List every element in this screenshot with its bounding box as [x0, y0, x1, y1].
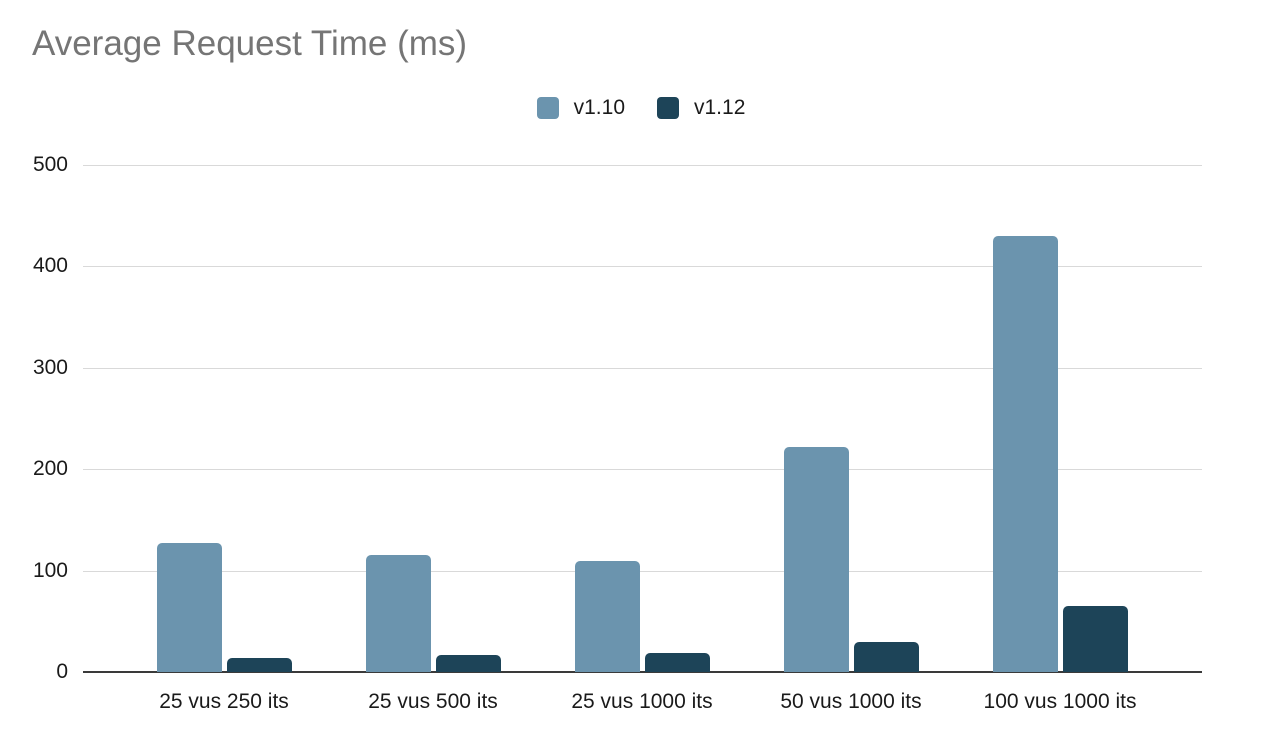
bar-v1.10-25-vus-1000-its[interactable]: [574, 561, 640, 672]
bar-v1.10-50-vus-1000-its[interactable]: [783, 446, 849, 672]
gridline-500: [83, 165, 1202, 166]
y-axis-tick-label: 500: [32, 153, 68, 176]
bar-v1.12-25-vus-250-its[interactable]: [226, 657, 292, 672]
gridline-400: [83, 266, 1202, 268]
y-axis-tick-label: 100: [32, 558, 68, 582]
bar-v1.12-25-vus-500-its[interactable]: [435, 654, 501, 672]
bar-v1.12-100-vus-1000-its[interactable]: [1062, 606, 1128, 672]
legend-item-v1.10[interactable]: v1.10: [536, 96, 625, 120]
legend-item-label: v1.12: [694, 96, 746, 119]
bar-v1.10-25-vus-500-its[interactable]: [365, 555, 431, 672]
x-axis-category-label: 25 vus 1000 its: [571, 690, 713, 713]
legend: v1.10 v1.12: [0, 94, 1282, 122]
y-axis-tick-label: 400: [32, 254, 68, 278]
y-axis-tick-label: 300: [32, 355, 68, 379]
x-axis-category-label: 50 vus 1000 its: [780, 690, 922, 713]
bar-v1.12-50-vus-1000-its[interactable]: [853, 641, 919, 672]
legend-item-label: v1.10: [573, 96, 625, 119]
x-axis-category-label: 25 vus 250 its: [159, 690, 289, 713]
bar-v1.10-100-vus-1000-its[interactable]: [992, 235, 1058, 672]
gridline-200: [83, 469, 1202, 471]
x-axis-line: [83, 671, 1202, 673]
bar-v1.12-25-vus-1000-its[interactable]: [644, 652, 710, 672]
x-axis-category-label: 100 vus 1000 its: [983, 690, 1137, 713]
y-axis-tick-label: 200: [32, 457, 68, 481]
legend-swatch-icon: [657, 97, 679, 119]
gridline-100: [83, 570, 1202, 572]
x-axis-category-label: 25 vus 500 its: [368, 690, 498, 713]
gridline-300: [83, 367, 1202, 369]
chart-title: Average Request Time (ms): [32, 24, 468, 63]
legend-item-v1.12[interactable]: v1.12: [657, 96, 745, 120]
bar-v1.10-25-vus-250-its[interactable]: [156, 543, 222, 672]
legend-swatch-icon: [536, 97, 559, 119]
y-axis-tick-label: 0: [56, 660, 68, 683]
